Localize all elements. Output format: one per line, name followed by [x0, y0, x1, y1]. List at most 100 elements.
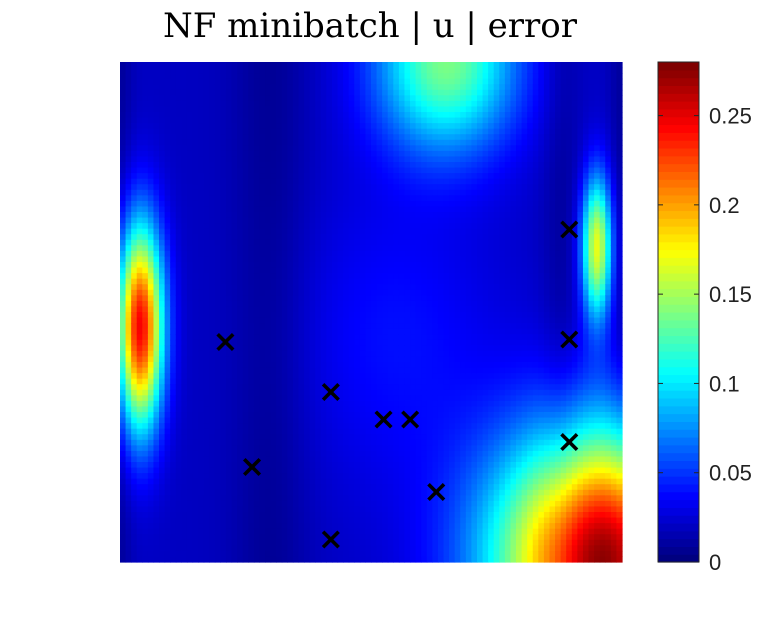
heatmap-cell [387, 345, 394, 352]
heatmap-cell [281, 73, 288, 80]
heatmap-cell [198, 273, 205, 280]
heatmap-cell [237, 95, 244, 102]
heatmap-cell [415, 223, 422, 230]
heatmap-cell [331, 362, 339, 369]
heatmap-cell [404, 400, 411, 408]
heatmap-cell [237, 89, 244, 96]
heatmap-cell [348, 84, 355, 91]
heatmap-cell [170, 356, 177, 363]
heatmap-cell [287, 95, 294, 102]
heatmap-cell [142, 134, 149, 141]
heatmap-cell [343, 400, 350, 408]
heatmap-cell [421, 89, 428, 96]
heatmap-cell [354, 239, 361, 246]
heatmap-cell [387, 300, 394, 308]
heatmap-cell [181, 273, 188, 280]
heatmap-cell [387, 217, 394, 224]
heatmap-cell [259, 189, 266, 196]
heatmap-cell [410, 345, 417, 352]
heatmap-cell [231, 95, 238, 102]
heatmap-cell [359, 284, 367, 291]
heatmap-cell [371, 412, 378, 419]
heatmap-cell [326, 234, 333, 241]
heatmap-cell [198, 84, 205, 91]
heatmap-cell [242, 395, 249, 402]
heatmap-cell [309, 78, 316, 85]
heatmap-cell [170, 273, 177, 280]
heatmap-cell [276, 228, 283, 235]
heatmap-cell [120, 323, 127, 330]
heatmap-cell [376, 528, 383, 535]
heatmap-cell [304, 356, 311, 363]
heatmap-cell [164, 406, 171, 413]
heatmap-cell [326, 267, 333, 274]
heatmap-cell [142, 312, 149, 319]
heatmap-cell [220, 317, 227, 324]
heatmap-cell [120, 356, 127, 363]
heatmap-cell [382, 489, 389, 496]
heatmap-cell [371, 256, 378, 263]
heatmap-cell [421, 484, 428, 491]
heatmap-cell [376, 367, 383, 374]
heatmap-cell [170, 362, 177, 369]
heatmap-cell [153, 517, 160, 524]
heatmap-cell [320, 350, 327, 358]
heatmap-cell [393, 117, 400, 124]
heatmap-cell [304, 495, 311, 502]
heatmap-cell [175, 234, 182, 241]
heatmap-cell [331, 212, 339, 219]
heatmap-cell [220, 89, 227, 96]
heatmap-cell [170, 195, 177, 202]
heatmap-cell [170, 267, 177, 274]
heatmap-cell [136, 517, 143, 524]
heatmap-cell [259, 506, 266, 513]
heatmap-cell [192, 239, 199, 246]
heatmap-cell [276, 100, 283, 108]
heatmap-cell [376, 506, 383, 513]
heatmap-cell [214, 550, 221, 558]
heatmap-cell [181, 445, 188, 452]
heatmap-cell [265, 439, 272, 446]
heatmap-cell [270, 223, 277, 230]
heatmap-cell [281, 389, 288, 396]
heatmap-cell [426, 100, 433, 108]
heatmap-cell [164, 434, 171, 441]
heatmap-cell [348, 434, 355, 441]
heatmap-cell [276, 517, 283, 524]
heatmap-cell [231, 423, 238, 430]
heatmap-cell [359, 262, 367, 269]
heatmap-cell [387, 112, 394, 119]
heatmap-cell [164, 306, 171, 313]
heatmap-cell [292, 117, 300, 124]
heatmap-cell [337, 273, 344, 280]
heatmap-cell [147, 406, 155, 413]
heatmap-cell [320, 139, 327, 146]
heatmap-cell [181, 495, 188, 502]
heatmap-cell [304, 506, 311, 513]
heatmap-cell [265, 184, 272, 191]
heatmap-cell [309, 123, 316, 130]
heatmap-cell [326, 195, 333, 202]
heatmap-cell [120, 117, 127, 124]
heatmap-cell [309, 62, 316, 69]
heatmap-cell [253, 306, 261, 313]
heatmap-cell [225, 245, 233, 252]
heatmap-cell [175, 350, 182, 358]
heatmap-cell [410, 84, 417, 91]
heatmap-cell [142, 512, 149, 519]
heatmap-cell [120, 167, 127, 174]
heatmap-cell [331, 256, 339, 263]
heatmap-cell [320, 256, 327, 263]
heatmap-cell [186, 400, 194, 408]
heatmap-cell [231, 300, 238, 308]
heatmap-cell [382, 434, 389, 441]
heatmap-cell [410, 523, 417, 530]
heatmap-cell [265, 412, 272, 419]
heatmap-cell [287, 489, 294, 496]
heatmap-cell [242, 478, 249, 485]
heatmap-cell [125, 312, 132, 319]
heatmap-cell [315, 395, 322, 402]
heatmap-cell [125, 234, 132, 241]
heatmap-cell [331, 184, 339, 191]
heatmap-cell [186, 206, 194, 213]
